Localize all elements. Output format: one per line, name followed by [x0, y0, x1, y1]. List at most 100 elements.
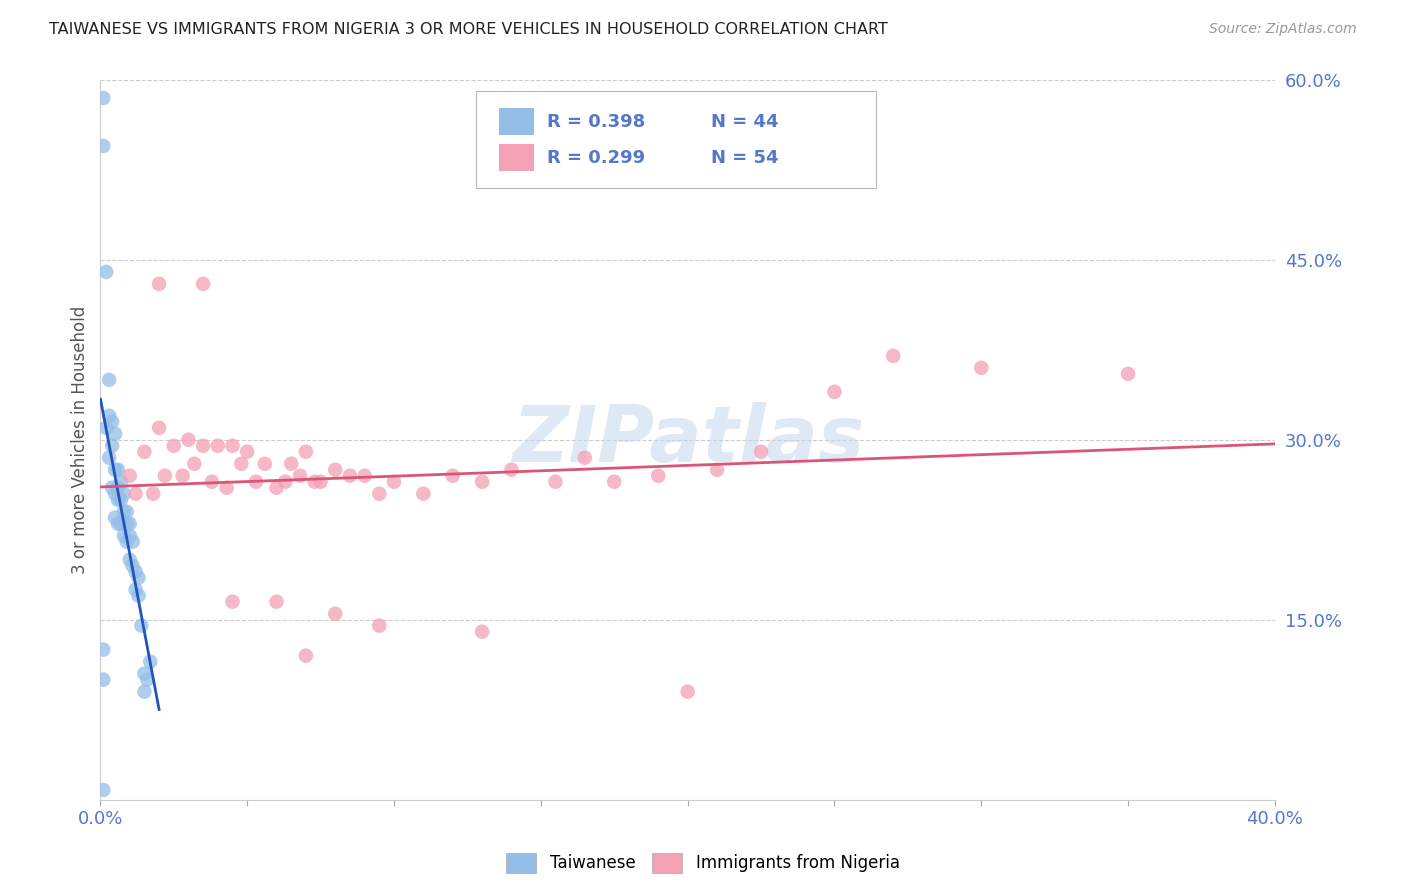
Point — [110, 516, 132, 531]
Point — [215, 481, 238, 495]
Point — [471, 624, 494, 639]
Point — [107, 463, 129, 477]
Point — [647, 468, 669, 483]
Point — [295, 444, 318, 458]
Point — [131, 618, 153, 632]
Point — [603, 475, 626, 489]
Point — [91, 642, 114, 657]
Point — [91, 139, 114, 153]
Point — [706, 463, 728, 477]
Point — [339, 468, 361, 483]
Point — [882, 349, 904, 363]
Point — [295, 648, 318, 663]
Point — [101, 439, 124, 453]
Text: Source: ZipAtlas.com: Source: ZipAtlas.com — [1209, 22, 1357, 37]
Point — [441, 468, 464, 483]
Point — [124, 565, 146, 579]
Text: R = 0.299: R = 0.299 — [547, 149, 645, 167]
Point — [104, 510, 127, 524]
Point — [304, 475, 326, 489]
Point — [115, 534, 138, 549]
Point — [970, 360, 993, 375]
Point — [153, 468, 176, 483]
Bar — [499, 144, 534, 171]
Point — [118, 529, 141, 543]
Point — [91, 783, 114, 797]
Legend: Taiwanese, Immigrants from Nigeria: Taiwanese, Immigrants from Nigeria — [499, 847, 907, 880]
Point — [148, 421, 170, 435]
Bar — [499, 108, 534, 136]
Point — [163, 439, 186, 453]
Point — [323, 607, 346, 621]
Point — [107, 516, 129, 531]
Point — [128, 571, 150, 585]
Point — [104, 426, 127, 441]
Point — [124, 486, 146, 500]
Point — [91, 91, 114, 105]
Y-axis label: 3 or more Vehicles in Household: 3 or more Vehicles in Household — [72, 306, 89, 574]
Point — [353, 468, 375, 483]
Point — [101, 481, 124, 495]
Point — [749, 444, 772, 458]
Point — [112, 529, 135, 543]
Point — [501, 463, 523, 477]
Point — [221, 439, 243, 453]
Point — [824, 384, 846, 399]
Text: ZIPatlas: ZIPatlas — [512, 401, 863, 478]
Point — [118, 516, 141, 531]
Point — [207, 439, 229, 453]
Point — [107, 481, 129, 495]
Point — [112, 505, 135, 519]
Point — [128, 589, 150, 603]
Point — [134, 684, 156, 698]
Point — [368, 618, 391, 632]
Point — [183, 457, 205, 471]
Point — [91, 673, 114, 687]
Point — [96, 265, 118, 279]
Point — [134, 444, 156, 458]
Point — [309, 475, 332, 489]
Point — [101, 415, 124, 429]
Point — [544, 475, 567, 489]
Point — [412, 486, 434, 500]
Point — [104, 486, 127, 500]
Point — [136, 673, 159, 687]
Text: R = 0.398: R = 0.398 — [547, 112, 645, 131]
Point — [191, 277, 214, 291]
Point — [172, 468, 194, 483]
Text: N = 54: N = 54 — [711, 149, 779, 167]
Point — [231, 457, 253, 471]
Point — [368, 486, 391, 500]
Point — [236, 444, 259, 458]
Point — [139, 655, 162, 669]
Point — [148, 277, 170, 291]
Point — [201, 475, 224, 489]
Point — [280, 457, 302, 471]
Point — [471, 475, 494, 489]
Point — [104, 463, 127, 477]
Point — [98, 450, 121, 465]
Point — [110, 475, 132, 489]
Text: TAIWANESE VS IMMIGRANTS FROM NIGERIA 3 OR MORE VEHICLES IN HOUSEHOLD CORRELATION: TAIWANESE VS IMMIGRANTS FROM NIGERIA 3 O… — [49, 22, 889, 37]
Point — [118, 552, 141, 566]
Point — [118, 468, 141, 483]
Point — [266, 594, 288, 608]
Point — [221, 594, 243, 608]
Point — [177, 433, 200, 447]
Point — [245, 475, 267, 489]
Point — [96, 421, 118, 435]
Point — [253, 457, 276, 471]
Point — [124, 582, 146, 597]
Point — [110, 492, 132, 507]
Point — [98, 373, 121, 387]
Point — [191, 439, 214, 453]
Point — [274, 475, 297, 489]
Point — [121, 534, 143, 549]
Point — [98, 409, 121, 423]
Point — [121, 558, 143, 573]
Point — [115, 516, 138, 531]
Point — [288, 468, 311, 483]
Point — [266, 481, 288, 495]
Point — [115, 505, 138, 519]
Point — [574, 450, 596, 465]
